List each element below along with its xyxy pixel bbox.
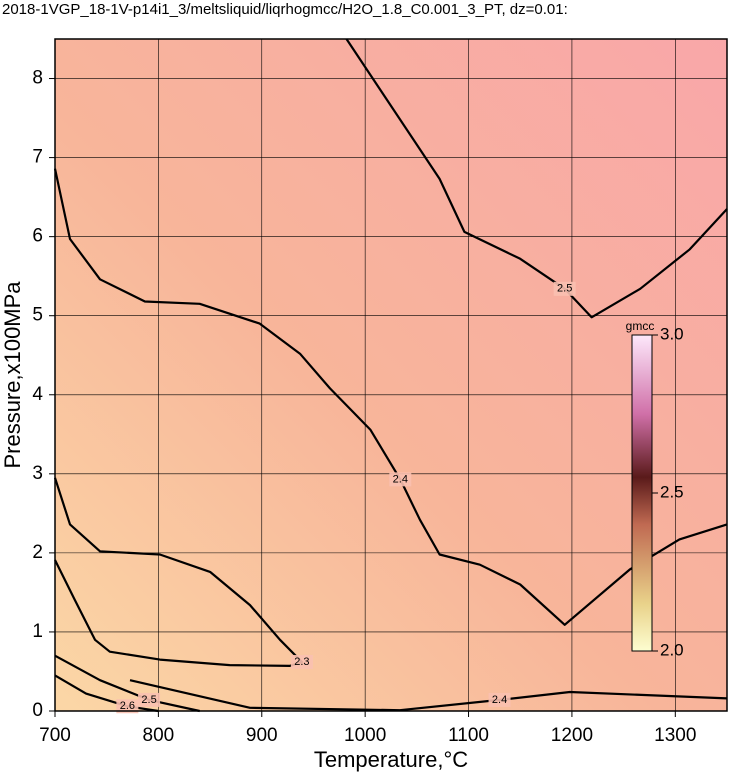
x-tick-label: 1300	[654, 725, 696, 746]
contour-line	[54, 654, 200, 713]
contour-label-bg	[389, 472, 412, 487]
plot-background	[55, 39, 727, 711]
x-tick-label: 1100	[448, 725, 489, 746]
y-tick-label: 5	[32, 305, 43, 326]
colorbar-tick-label: 2.0	[660, 640, 684, 659]
chart-title: 2018-1VGP_18-1V-p14i1_3/meltsliquid/liqr…	[2, 1, 568, 18]
contour-label: 2.4	[492, 694, 507, 706]
colorbar-tick-label: 3.0	[660, 324, 684, 343]
contours: 2.5 2.4 2.3 2.4 2.5 2.6	[53, 38, 728, 714]
y-tick-label: 4	[32, 384, 43, 405]
contour-label: 2.5	[557, 283, 572, 295]
contour-label: 2.5	[141, 694, 156, 706]
y-tick-label: 0	[32, 700, 43, 721]
contour-line	[54, 674, 159, 713]
y-tick-label: 8	[32, 68, 43, 89]
contour-label-bg	[488, 692, 511, 707]
grid	[54, 39, 727, 712]
y-axis-label: Pressure,x100MPa	[0, 281, 25, 469]
y-tick-label: 3	[32, 463, 43, 484]
x-tick-label: 700	[39, 725, 71, 746]
y-tick-label: 6	[32, 226, 43, 247]
colorbar-label: gmcc	[626, 319, 655, 333]
x-tick-label: 1200	[551, 725, 593, 746]
x-tick-label: 800	[143, 725, 175, 746]
colorbar-tick-label: 2.5	[660, 482, 684, 501]
contour-label: 2.4	[393, 473, 408, 485]
contour-label-bg	[138, 692, 161, 707]
contour-line	[53, 168, 728, 626]
x-tick-label: 1000	[344, 725, 386, 746]
contour-label-bg	[116, 699, 139, 714]
contour-label: 2.3	[294, 656, 309, 668]
contour-line	[129, 679, 728, 712]
contour-label-bg	[553, 281, 576, 296]
contour-label-bg	[290, 654, 313, 669]
x-axis-label: Temperature,°C	[314, 747, 468, 772]
x-tick-label: 900	[246, 725, 278, 746]
y-tick-label: 7	[32, 147, 43, 168]
plot-frame	[54, 38, 728, 712]
colorbar	[631, 334, 653, 652]
y-tick-label: 2	[32, 542, 43, 563]
y-tick-label: 1	[32, 621, 43, 642]
contour-label: 2.6	[120, 700, 135, 712]
